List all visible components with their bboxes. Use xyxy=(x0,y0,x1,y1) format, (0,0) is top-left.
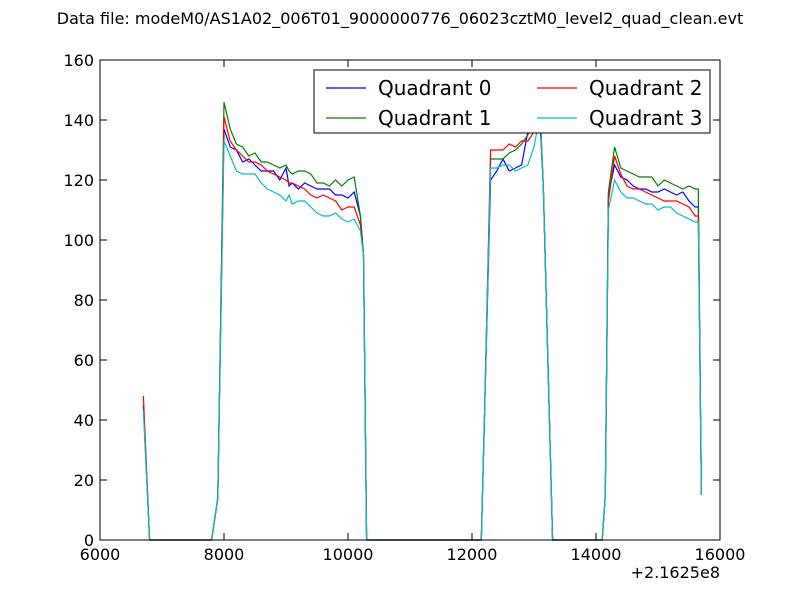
legend-label-quadrant-3: Quadrant 3 xyxy=(589,106,702,130)
x-tick-label: 14000 xyxy=(571,545,622,564)
legend-label-quadrant-2: Quadrant 2 xyxy=(589,76,702,100)
y-tick-label: 160 xyxy=(63,51,94,70)
x-tick-label: 8000 xyxy=(204,545,245,564)
y-tick-label: 40 xyxy=(74,411,94,430)
plot-area xyxy=(100,60,720,540)
y-tick-label: 100 xyxy=(63,231,94,250)
y-tick-label: 80 xyxy=(74,291,94,310)
x-tick-label: 10000 xyxy=(323,545,374,564)
x-axis-offset-label: +2.1625e8 xyxy=(631,563,720,582)
y-tick-label: 20 xyxy=(74,471,94,490)
series-line-quadrant-3 xyxy=(142,113,702,541)
x-tick-label: 16000 xyxy=(695,545,746,564)
chart-title: Data file: modeM0/AS1A02_006T01_90000007… xyxy=(57,9,743,29)
y-tick-label: 0 xyxy=(84,531,94,550)
legend: Quadrant 0 Quadrant 1 Quadrant 2 Quadrant 3 xyxy=(313,69,711,134)
legend-label-quadrant-0: Quadrant 0 xyxy=(378,76,491,100)
legend-box xyxy=(313,69,711,134)
y-tick-label: 60 xyxy=(74,351,94,370)
series-layer xyxy=(142,101,702,541)
x-tick-label: 6000 xyxy=(80,545,121,564)
x-tick-label: 12000 xyxy=(447,545,498,564)
ticks-layer: 6000 8000 10000 12000 14000 16000 0 20 40 60 80 100… xyxy=(63,51,745,564)
y-tick-label: 140 xyxy=(63,111,94,130)
y-tick-label: 120 xyxy=(63,171,94,190)
legend-label-quadrant-1: Quadrant 1 xyxy=(378,106,491,130)
